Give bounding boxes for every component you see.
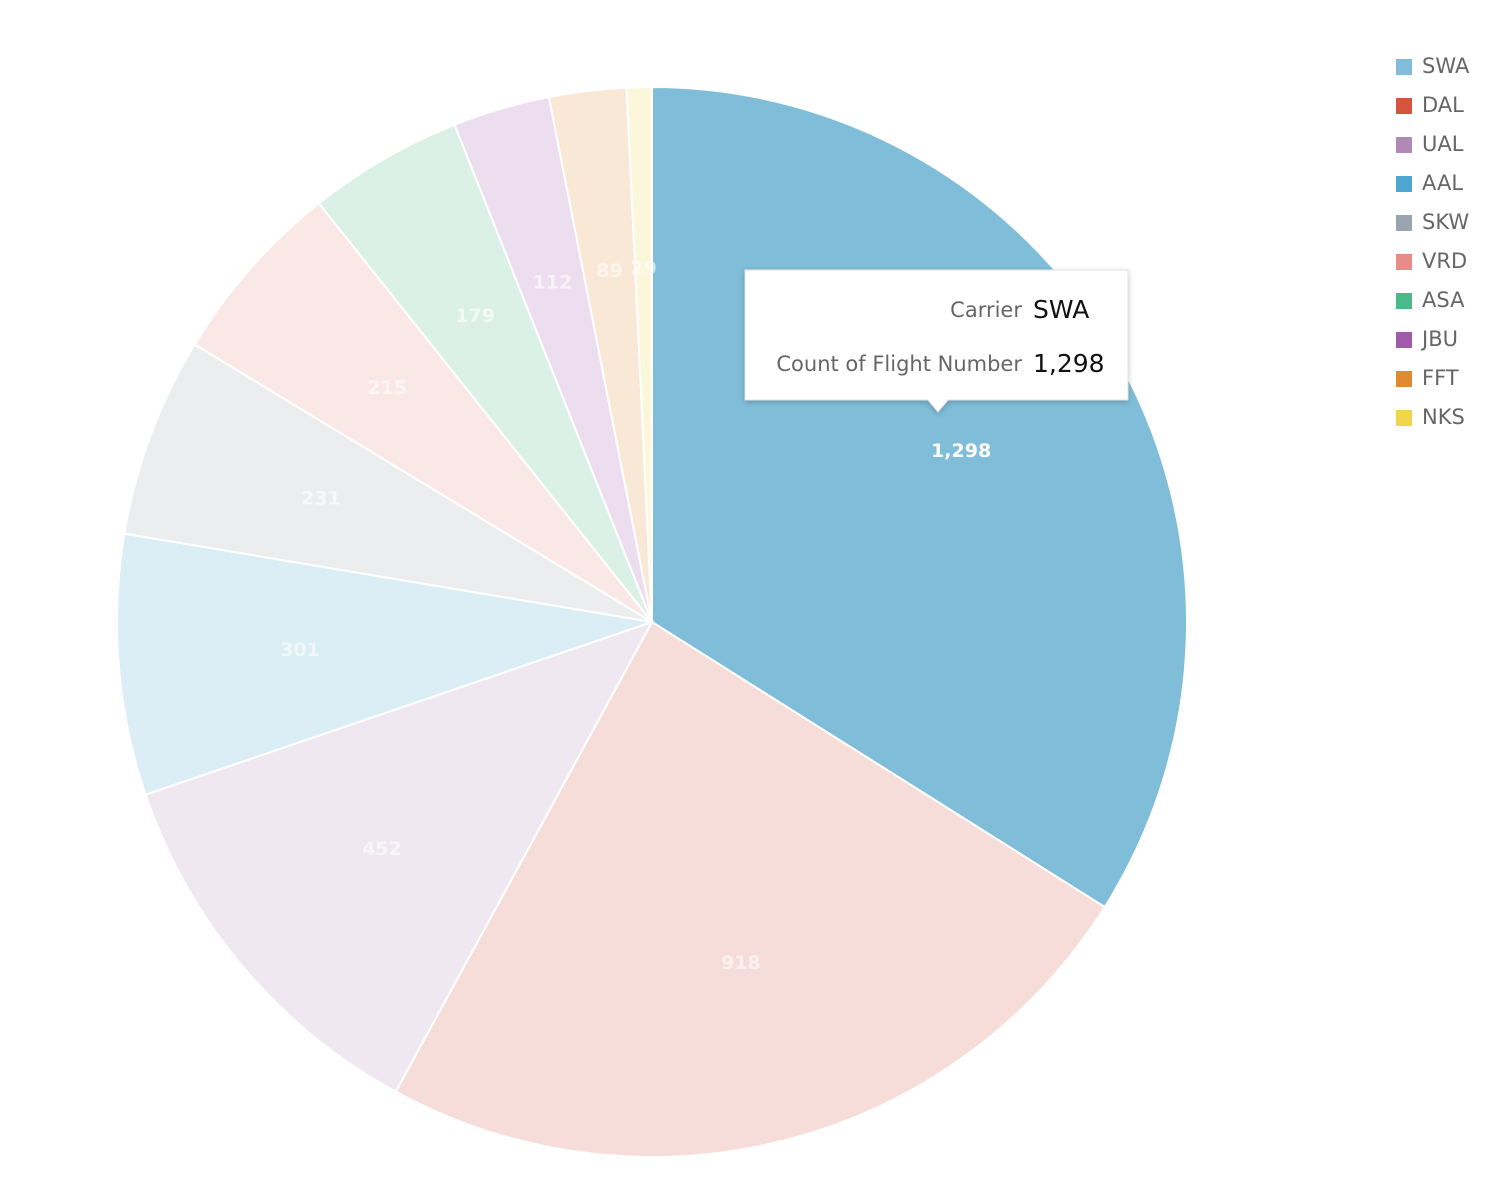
tooltip-value: SWA [1033, 295, 1089, 324]
legend-label: AAL [1422, 171, 1463, 195]
pie-slice [116, 532, 653, 796]
pie-slice [123, 343, 653, 623]
legend-label: SWA [1422, 54, 1470, 78]
legend-label: FFT [1422, 366, 1459, 390]
legend-label: UAL [1422, 132, 1464, 156]
legend-label: SKW [1422, 210, 1469, 234]
tooltip-box [744, 269, 1129, 413]
tooltip-title: Carrier [950, 298, 1022, 322]
tooltip-value: 1,298 [1033, 349, 1105, 378]
slice-label: 301 [280, 639, 320, 661]
slice-label: 29 [630, 258, 656, 280]
legend-label: JBU [1420, 327, 1458, 351]
slice-label: 215 [367, 377, 407, 399]
legend-swatch [1396, 410, 1412, 426]
tooltip: Carrier SWA Count of Flight Number 1,298 [744, 269, 1129, 413]
slice-label: 918 [721, 952, 761, 974]
slice-label: 1,298 [931, 440, 991, 462]
pie-slice [625, 85, 653, 623]
pie-slice [193, 201, 653, 623]
pie-slice [144, 620, 655, 1093]
legend-label: DAL [1422, 93, 1464, 117]
pie-slice [317, 123, 653, 623]
legend-swatch [1396, 59, 1412, 75]
slice-label: 179 [455, 305, 495, 327]
legend-swatch [1396, 332, 1412, 348]
legend-label: NKS [1422, 405, 1465, 429]
legend-swatch [1396, 215, 1412, 231]
slice-label: 89 [596, 260, 622, 282]
legend-label: VRD [1422, 249, 1467, 273]
slice-label: 231 [301, 488, 341, 510]
legend-swatch [1396, 371, 1412, 387]
slice-label: 112 [533, 272, 573, 294]
tooltip-title: Count of Flight Number [776, 352, 1022, 376]
legend-swatch [1396, 137, 1412, 153]
legend-swatch [1396, 293, 1412, 309]
legend-swatch [1396, 254, 1412, 270]
pie-slice [394, 620, 1107, 1158]
slice-label: 452 [362, 838, 402, 860]
legend-swatch [1396, 98, 1412, 114]
legend-swatch [1396, 176, 1412, 192]
legend-label: ASA [1422, 288, 1465, 312]
